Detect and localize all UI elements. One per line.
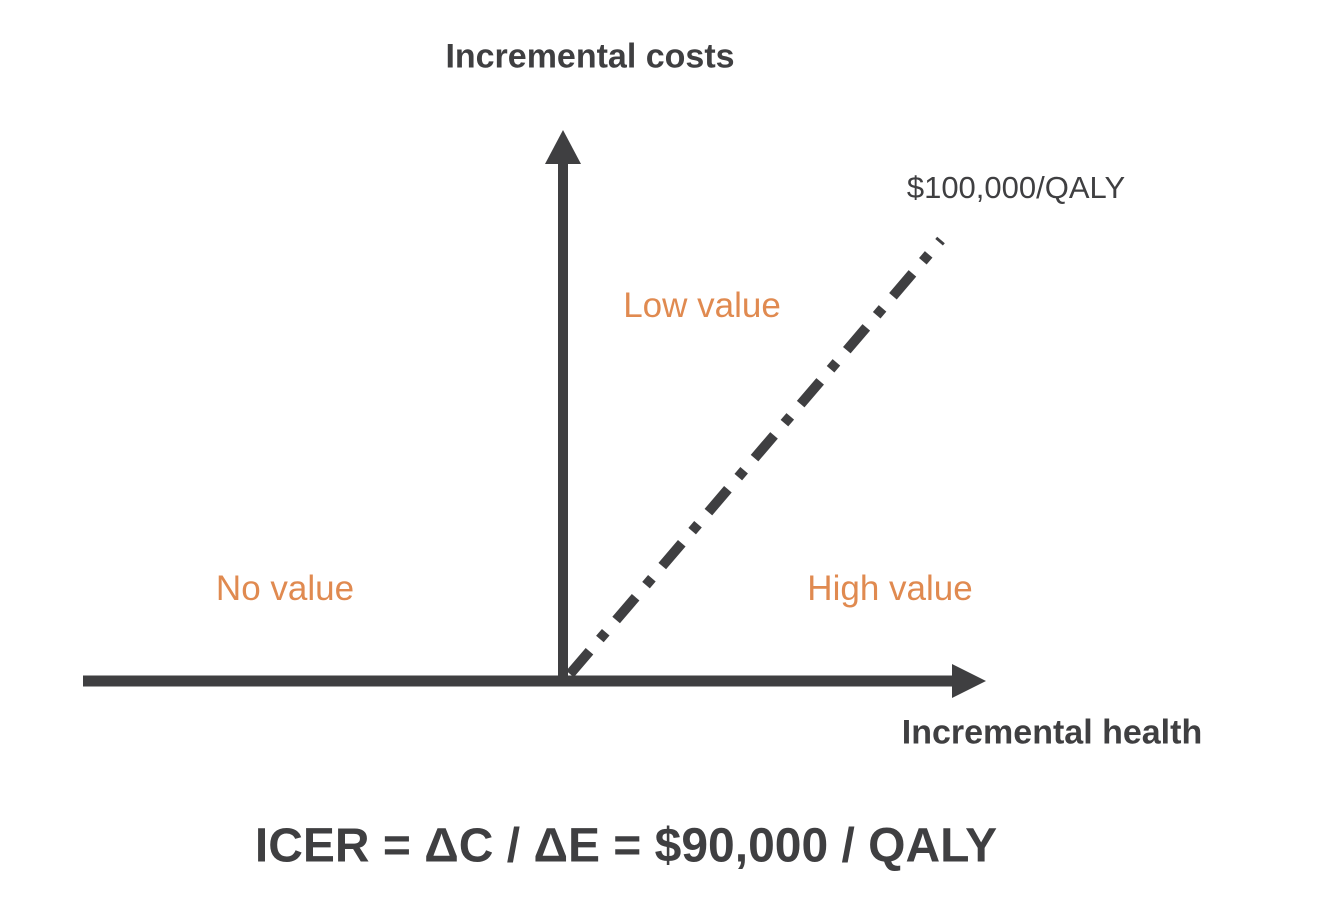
region-label-no-value: No value bbox=[215, 569, 355, 608]
x-axis-arrowhead-icon bbox=[952, 664, 986, 698]
icer-formula-caption: ICER = ΔC / ΔE = $90,000 / QALY bbox=[254, 819, 998, 873]
threshold-line-label: $100,000/QALY bbox=[906, 170, 1126, 205]
y-axis-title: Incremental costs bbox=[445, 37, 735, 76]
region-label-low-value: Low value bbox=[623, 286, 781, 325]
y-axis-arrowhead-icon bbox=[545, 130, 581, 164]
region-label-high-value: High value bbox=[807, 569, 973, 608]
threshold-line bbox=[566, 236, 945, 678]
x-axis-title: Incremental health bbox=[901, 713, 1203, 752]
